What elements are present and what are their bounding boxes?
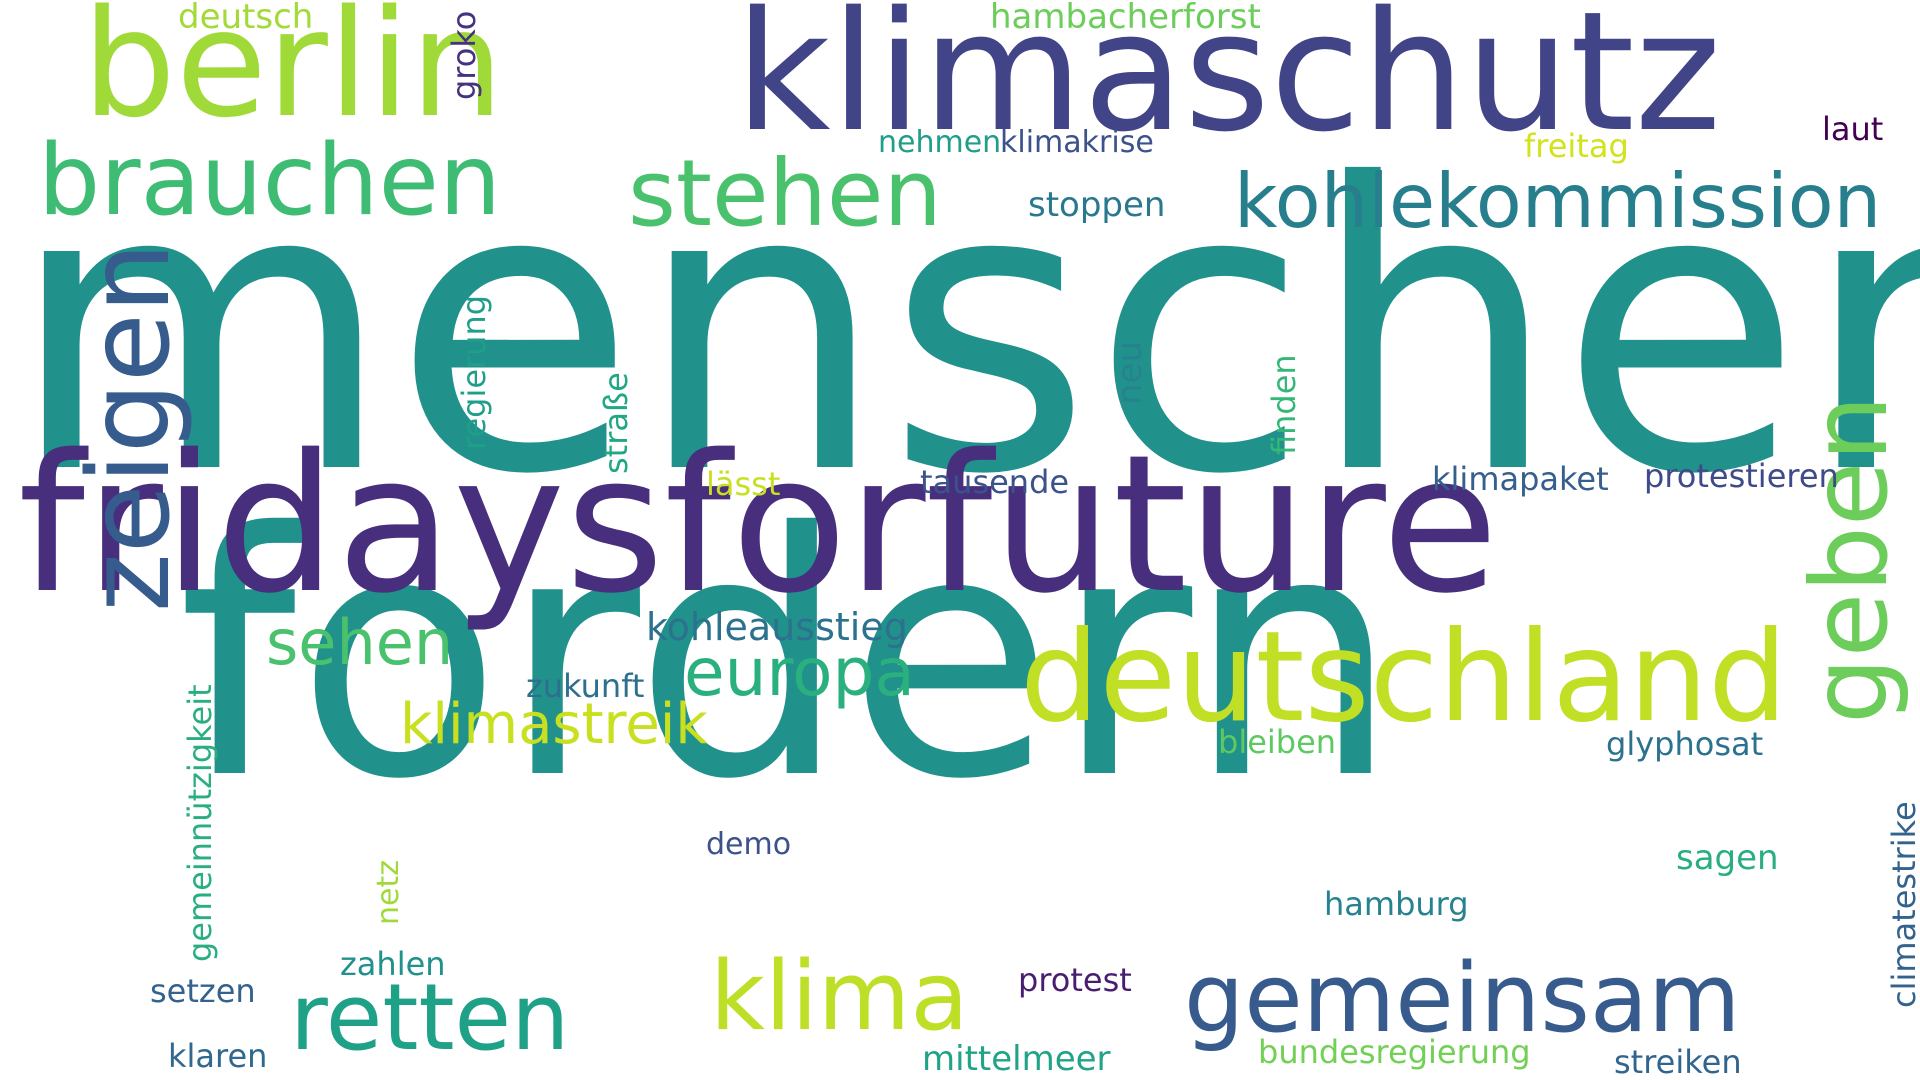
word-tausende: tausende xyxy=(920,463,1070,501)
word-regierung: regierung xyxy=(455,294,493,450)
word-bleiben: bleiben xyxy=(1218,723,1337,761)
word-geben: geben xyxy=(1789,394,1911,724)
word-fridaysforfuture: fridaysforfuture xyxy=(18,414,1499,635)
word-berlin: berlin xyxy=(82,0,504,150)
word-sagen: sagen xyxy=(1676,838,1779,878)
word-laesst: lässt xyxy=(706,465,781,503)
word-klaren: klaren xyxy=(168,1037,268,1075)
word-hambacherforst: hambacherforst xyxy=(990,0,1261,37)
word-protest: protest xyxy=(1018,961,1132,999)
word-glyphosat: glyphosat xyxy=(1606,725,1764,763)
word-brauchen: brauchen xyxy=(38,124,502,238)
word-deutsch: deutsch xyxy=(178,0,314,37)
word-stoppen: stoppen xyxy=(1028,185,1166,225)
word-retten: retten xyxy=(290,964,570,1071)
word-nehmen: nehmen xyxy=(878,125,1002,160)
word-klimapaket: klimapaket xyxy=(1432,460,1609,498)
word-europa: europa xyxy=(684,634,915,711)
word-sehen: sehen xyxy=(266,606,454,679)
word-demo: demo xyxy=(706,827,792,862)
word-zahlen: zahlen xyxy=(340,945,446,983)
word-mittelmeer: mittelmeer xyxy=(922,1039,1111,1079)
word-stehen: stehen xyxy=(628,140,942,247)
word-laut: laut xyxy=(1822,110,1884,148)
word-gemeinsam: gemeinsam xyxy=(1184,944,1741,1054)
word-klimakrise: klimakrise xyxy=(1000,125,1154,160)
word-zeigen: zeigen xyxy=(65,242,195,612)
word-bundesregierung: bundesregierung xyxy=(1258,1033,1531,1071)
word-neu: neu xyxy=(1110,340,1150,405)
word-groko: groko xyxy=(445,10,483,100)
word-klima: klima xyxy=(710,942,969,1052)
word-climatestrike: climatestrike xyxy=(1885,801,1920,1008)
word-strasse: straße xyxy=(597,372,635,474)
word-gemeinnuetzigkeit: gemeinnützigkeit xyxy=(181,684,219,962)
word-hamburg: hamburg xyxy=(1324,885,1469,923)
word-klimastreik: klimastreik xyxy=(400,692,708,757)
word-menschen: menschen xyxy=(8,101,1920,561)
word-streiken: streiken xyxy=(1614,1043,1742,1080)
word-netz: netz xyxy=(371,860,406,925)
word-klimaschutz: klimaschutz xyxy=(735,0,1722,168)
word-finden: finden xyxy=(1265,354,1303,455)
word-deutschland: deutschland xyxy=(1020,605,1788,750)
word-setzen: setzen xyxy=(150,972,256,1010)
word-kohleausstieg: kohleausstieg xyxy=(646,605,908,649)
word-protestieren: protestieren xyxy=(1644,457,1839,495)
word-kohlekommission: kohlekommission xyxy=(1234,157,1882,245)
word-freitag: freitag xyxy=(1524,127,1629,165)
word-fordern: fordern xyxy=(178,462,1400,853)
word-zukunft: zukunft xyxy=(526,667,645,705)
